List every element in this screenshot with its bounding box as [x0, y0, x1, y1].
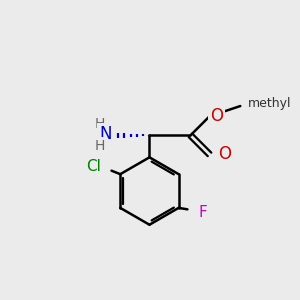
- Text: methyl: methyl: [248, 97, 291, 110]
- Text: O: O: [210, 107, 223, 125]
- Text: H: H: [95, 117, 105, 131]
- Text: N: N: [99, 125, 112, 143]
- Text: Cl: Cl: [86, 159, 101, 174]
- Text: O: O: [218, 146, 231, 164]
- Text: F: F: [198, 205, 207, 220]
- Text: H: H: [95, 140, 105, 154]
